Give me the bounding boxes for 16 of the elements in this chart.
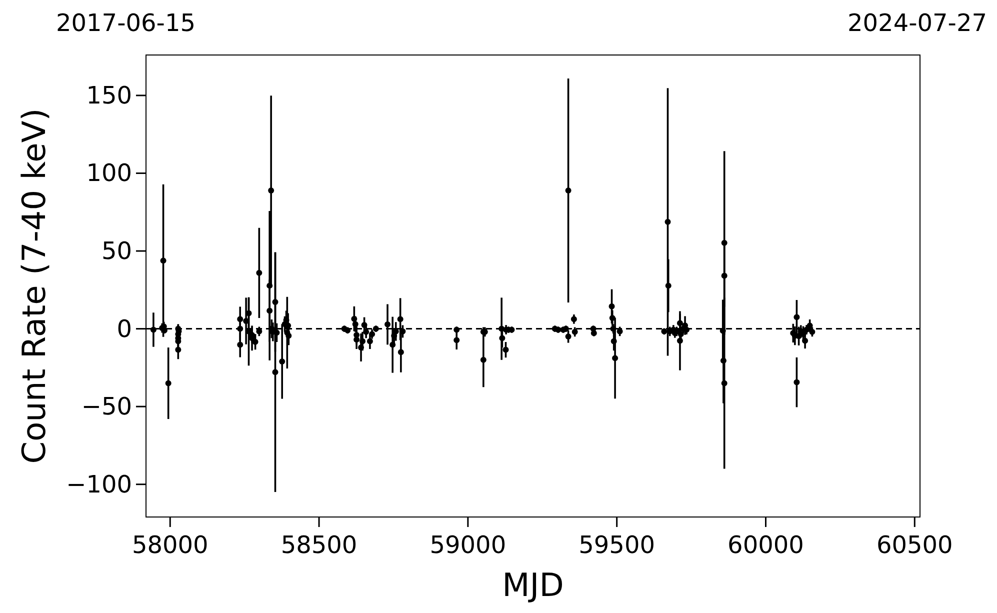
x-tick-label: 59500 bbox=[578, 531, 656, 559]
y-tick-label: 150 bbox=[86, 81, 132, 110]
y-tick-label: −50 bbox=[81, 392, 132, 421]
y-tick-label: −100 bbox=[66, 470, 132, 498]
x-tick-label: 60000 bbox=[728, 531, 804, 559]
x-tick-label: 58500 bbox=[280, 531, 358, 559]
y-axis-title: Count Rate (7-40 keV) bbox=[15, 108, 53, 464]
x-tick-label: 59000 bbox=[430, 531, 506, 559]
x-tick-label: 60500 bbox=[876, 531, 953, 559]
y-tick-label: 50 bbox=[101, 237, 132, 265]
y-tick-label: 100 bbox=[86, 159, 132, 188]
text: 2017-06-15 bbox=[56, 9, 196, 37]
y-tick-label: 0 bbox=[116, 314, 132, 343]
text: 2024-07-27 bbox=[848, 9, 987, 37]
x-axis-title: MJD bbox=[502, 566, 564, 604]
x-tick-label: 58000 bbox=[132, 531, 208, 559]
